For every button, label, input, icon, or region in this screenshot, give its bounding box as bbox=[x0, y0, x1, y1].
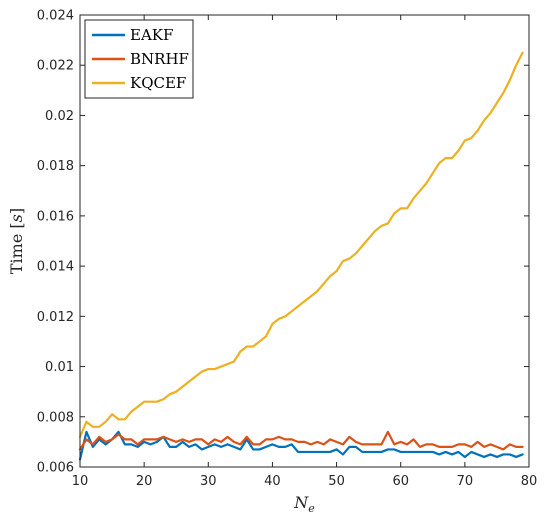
plot-frame bbox=[79, 14, 530, 468]
x-tick-label: 80 bbox=[521, 474, 538, 489]
y-tick-label: 0.022 bbox=[37, 59, 74, 74]
legend-label-bnrhf: BNRHF bbox=[130, 50, 189, 68]
x-axis-title: Ne bbox=[293, 493, 315, 515]
legend-label-eakf: EAKF bbox=[130, 26, 173, 44]
series-layer bbox=[78, 51, 524, 461]
x-tick-label: 70 bbox=[457, 474, 474, 489]
y-tick-label: 0.014 bbox=[37, 260, 74, 275]
x-tick-label: 20 bbox=[136, 474, 153, 489]
y-tick-label: 0.01 bbox=[45, 360, 74, 375]
y-tick-label: 0.02 bbox=[45, 109, 74, 124]
ticks-layer: 10 20 30 40 50 60 70 80 0.006 0.008 0.01 0.012 0.014… bbox=[37, 9, 537, 490]
series-line-bnrhf bbox=[78, 430, 524, 451]
y-tick-label: 0.024 bbox=[37, 9, 74, 24]
x-tick-label: 10 bbox=[72, 474, 89, 489]
legend: EAKF BNRHF KQCEF bbox=[84, 19, 194, 99]
y-tick-label: 0.006 bbox=[37, 461, 74, 476]
legend-label-kqcef: KQCEF bbox=[130, 74, 186, 92]
x-tick-label: 30 bbox=[200, 474, 217, 489]
x-tick-label: 60 bbox=[392, 474, 409, 489]
y-tick-label: 0.012 bbox=[37, 310, 74, 325]
x-tick-label: 40 bbox=[264, 474, 281, 489]
y-tick-label: 0.008 bbox=[37, 410, 74, 425]
x-tick-label: 50 bbox=[328, 474, 345, 489]
series-line-eakf bbox=[78, 430, 524, 461]
y-axis-title: Time [s] bbox=[7, 208, 26, 274]
series-line-kqcef bbox=[78, 51, 524, 438]
y-tick-label: 0.016 bbox=[37, 209, 74, 224]
y-tick-label: 0.018 bbox=[37, 159, 74, 174]
